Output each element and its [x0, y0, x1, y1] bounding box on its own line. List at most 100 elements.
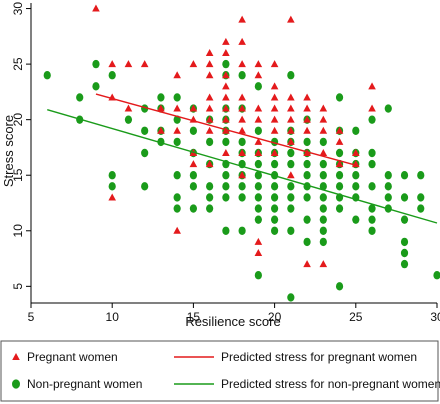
legend-item-label: Predicted stress for pregnant women — [221, 350, 417, 364]
non-pregnant-point — [254, 182, 262, 191]
pregnant-point — [222, 82, 230, 90]
non-pregnant-point — [141, 126, 149, 135]
non-pregnant-point — [222, 59, 230, 69]
non-pregnant-point — [400, 193, 409, 202]
non-pregnant-point — [271, 193, 279, 202]
pregnant-point — [222, 37, 230, 45]
non-pregnant-point — [352, 215, 360, 224]
pregnant-point — [287, 126, 295, 134]
pregnant-point — [238, 126, 246, 134]
non-pregnant-point — [173, 93, 181, 102]
non-pregnant-point — [287, 204, 295, 213]
non-pregnant-point — [368, 215, 376, 224]
non-pregnant-point — [43, 71, 51, 80]
pregnant-point — [303, 104, 311, 112]
pregnant-point — [368, 104, 376, 112]
non-pregnant-point — [189, 204, 197, 213]
non-pregnant-point — [335, 93, 344, 102]
non-pregnant-point — [254, 193, 262, 202]
pregnant-point — [222, 115, 230, 123]
non-pregnant-point — [222, 226, 230, 235]
pregnant-point — [287, 104, 295, 112]
non-pregnant-point — [352, 171, 360, 180]
non-pregnant-point — [271, 226, 279, 235]
pregnant-point — [124, 60, 133, 68]
non-pregnant-point — [238, 193, 246, 202]
non-pregnant-point — [222, 193, 230, 202]
pregnant-point — [303, 260, 311, 268]
pregnant-point — [205, 126, 214, 134]
non-pregnant-point — [254, 82, 262, 91]
non-pregnant-point — [141, 148, 149, 158]
non-pregnant-point — [319, 137, 327, 147]
pregnant-point — [287, 171, 295, 179]
pregnant-point — [254, 149, 263, 156]
pregnant-point — [189, 104, 198, 112]
non-pregnant-point — [287, 182, 295, 191]
non-pregnant-point — [124, 115, 133, 124]
non-pregnant-point — [287, 193, 295, 202]
x-tick-label: 30 — [430, 310, 440, 324]
pregnant-point — [238, 93, 246, 101]
non-pregnant-point — [206, 182, 214, 191]
non-pregnant-point — [92, 82, 100, 91]
non-pregnant-point — [319, 215, 327, 224]
pregnant-point — [205, 60, 214, 68]
pregnant-point — [254, 137, 263, 145]
non-pregnant-point — [238, 182, 246, 191]
legend-circle-icon — [12, 379, 20, 389]
non-pregnant-point — [287, 226, 295, 235]
pregnant-point — [335, 126, 344, 134]
pregnant-point — [238, 60, 246, 68]
non-pregnant-point — [76, 93, 84, 102]
non-pregnant-point — [287, 71, 295, 80]
y-tick-label: 30 — [11, 2, 25, 16]
non-pregnant-point — [108, 71, 116, 80]
non-pregnant-point — [368, 115, 376, 124]
pregnant-point — [270, 60, 279, 68]
y-tick-label: 5 — [11, 283, 25, 290]
non-pregnant-point — [287, 148, 295, 158]
non-pregnant-point — [173, 115, 181, 124]
non-pregnant-point — [157, 137, 165, 147]
non-pregnant-point — [238, 71, 246, 80]
non-pregnant-point — [254, 171, 262, 180]
pregnant-point — [205, 115, 214, 123]
non-pregnant-point — [319, 204, 327, 213]
non-pregnant-point — [92, 59, 100, 69]
x-tick-label: 25 — [349, 310, 363, 324]
non-pregnant-point — [271, 215, 279, 224]
non-pregnant-point — [352, 126, 360, 135]
pregnant-point — [270, 149, 279, 156]
pregnant-point — [287, 93, 295, 101]
y-axis-label: Stress score — [1, 115, 16, 187]
pregnant-point — [124, 104, 133, 112]
non-pregnant-point — [287, 293, 295, 302]
non-pregnant-point — [368, 159, 376, 169]
non-pregnant-point — [271, 182, 279, 191]
non-pregnant-point — [417, 204, 425, 213]
non-pregnant-point — [368, 148, 376, 158]
non-pregnant-point — [157, 93, 165, 102]
pregnant-point — [205, 49, 214, 56]
non-pregnant-point — [254, 215, 262, 224]
pregnant-point — [173, 226, 181, 234]
pregnant-point — [303, 93, 311, 101]
non-pregnant-point — [189, 171, 197, 180]
pregnant-point — [254, 115, 263, 123]
non-pregnant-point — [254, 204, 262, 213]
non-pregnant-point — [335, 204, 344, 213]
pregnant-point — [92, 4, 100, 12]
x-tick-label: 15 — [187, 310, 201, 324]
pregnant-point — [238, 149, 246, 156]
x-tick-label: 5 — [28, 310, 35, 324]
pregnant-point — [238, 171, 246, 179]
non-pregnant-point — [433, 271, 440, 280]
pregnant-point — [222, 71, 230, 79]
pregnant-point — [270, 82, 279, 90]
pregnant-point — [335, 137, 344, 145]
pregnant-point — [319, 115, 328, 123]
non-pregnant-point — [319, 237, 327, 247]
non-pregnant-point — [238, 226, 246, 235]
